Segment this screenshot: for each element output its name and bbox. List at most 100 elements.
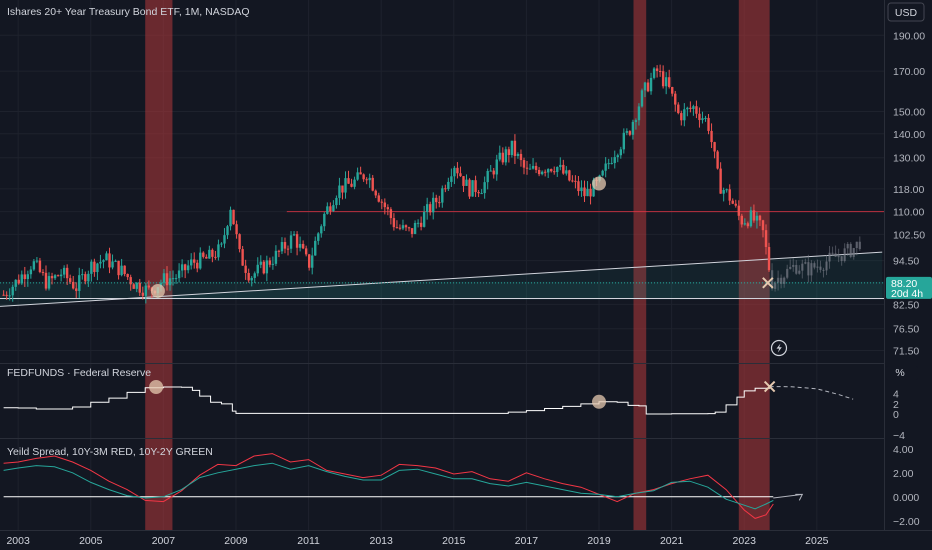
candle[interactable]	[183, 263, 187, 279]
candle[interactable]	[292, 231, 296, 237]
candle[interactable]	[837, 248, 840, 263]
candle[interactable]	[111, 254, 114, 270]
candle[interactable]	[559, 157, 562, 171]
candle[interactable]	[416, 219, 420, 228]
candle[interactable]	[779, 274, 783, 289]
candle[interactable]	[226, 224, 229, 240]
candle[interactable]	[816, 259, 819, 273]
candle[interactable]	[828, 245, 831, 269]
candle[interactable]	[84, 271, 87, 285]
candle[interactable]	[810, 260, 813, 282]
candle[interactable]	[68, 274, 72, 285]
candle[interactable]	[537, 167, 541, 177]
candle[interactable]	[190, 253, 193, 270]
candle[interactable]	[758, 214, 762, 227]
candle[interactable]	[725, 188, 728, 193]
candle[interactable]	[755, 211, 759, 229]
candle[interactable]	[525, 160, 529, 175]
candle[interactable]	[677, 102, 680, 115]
candle[interactable]	[220, 242, 223, 248]
candle[interactable]	[311, 247, 314, 275]
candle[interactable]	[283, 237, 287, 254]
candle[interactable]	[23, 266, 27, 287]
candle[interactable]	[174, 274, 178, 284]
candle[interactable]	[401, 219, 405, 231]
candle[interactable]	[17, 274, 20, 285]
candle[interactable]	[380, 199, 383, 210]
candle[interactable]	[507, 146, 511, 163]
candle[interactable]	[776, 270, 780, 291]
candle[interactable]	[350, 178, 353, 188]
candle[interactable]	[356, 167, 359, 181]
candle[interactable]	[686, 106, 689, 117]
candle[interactable]	[743, 218, 747, 226]
candle[interactable]	[11, 284, 14, 302]
candle[interactable]	[202, 251, 205, 259]
candle[interactable]	[522, 157, 526, 175]
candles-layer[interactable]	[2, 64, 861, 304]
candle[interactable]	[229, 206, 232, 231]
candle[interactable]	[646, 79, 650, 93]
candle[interactable]	[26, 270, 30, 287]
candle[interactable]	[562, 159, 565, 175]
candle[interactable]	[126, 273, 129, 280]
candle[interactable]	[447, 177, 450, 191]
candle[interactable]	[459, 166, 462, 177]
candle[interactable]	[531, 158, 535, 170]
candle[interactable]	[649, 72, 653, 95]
candle[interactable]	[223, 228, 226, 249]
candle[interactable]	[268, 257, 272, 268]
candle[interactable]	[301, 240, 305, 250]
candle[interactable]	[834, 245, 837, 257]
candle[interactable]	[377, 192, 380, 203]
candle[interactable]	[462, 176, 465, 192]
candle[interactable]	[492, 167, 495, 179]
candle[interactable]	[247, 268, 250, 283]
candle[interactable]	[785, 264, 789, 280]
candle[interactable]	[211, 248, 214, 263]
candle[interactable]	[413, 220, 417, 235]
candle[interactable]	[29, 266, 33, 279]
candle[interactable]	[365, 177, 368, 185]
candle[interactable]	[368, 173, 371, 188]
candle[interactable]	[87, 270, 90, 287]
candle[interactable]	[38, 257, 42, 274]
candle[interactable]	[353, 176, 356, 190]
candle[interactable]	[177, 263, 181, 283]
candle[interactable]	[320, 224, 323, 238]
candle[interactable]	[852, 247, 855, 260]
candle[interactable]	[580, 180, 583, 197]
candle[interactable]	[232, 209, 235, 225]
candle[interactable]	[719, 162, 722, 194]
candle[interactable]	[256, 257, 259, 277]
candle[interactable]	[855, 241, 858, 256]
candle[interactable]	[147, 280, 151, 290]
candle[interactable]	[386, 204, 390, 216]
candle[interactable]	[652, 67, 656, 80]
candle[interactable]	[583, 180, 586, 203]
candle[interactable]	[120, 258, 123, 277]
candle[interactable]	[108, 247, 111, 274]
candle[interactable]	[129, 274, 132, 291]
candle[interactable]	[831, 246, 834, 256]
candle[interactable]	[165, 266, 169, 291]
candle[interactable]	[843, 243, 846, 263]
candle[interactable]	[568, 169, 571, 182]
candle[interactable]	[631, 119, 635, 140]
candle[interactable]	[217, 239, 220, 261]
price-panel[interactable]: Ishares 20+ Year Treasury Bond ETF, 1M, …	[0, 6, 884, 307]
candle[interactable]	[205, 254, 208, 259]
candle[interactable]	[105, 251, 108, 261]
candle[interactable]	[689, 101, 692, 113]
candle[interactable]	[668, 69, 671, 89]
candle[interactable]	[474, 175, 477, 197]
candle[interactable]	[761, 219, 765, 238]
candle[interactable]	[271, 256, 275, 270]
candle[interactable]	[480, 189, 483, 195]
candle[interactable]	[138, 278, 141, 297]
candle[interactable]	[362, 173, 365, 182]
candle[interactable]	[259, 255, 262, 269]
candle[interactable]	[655, 65, 659, 78]
candle[interactable]	[425, 197, 429, 220]
